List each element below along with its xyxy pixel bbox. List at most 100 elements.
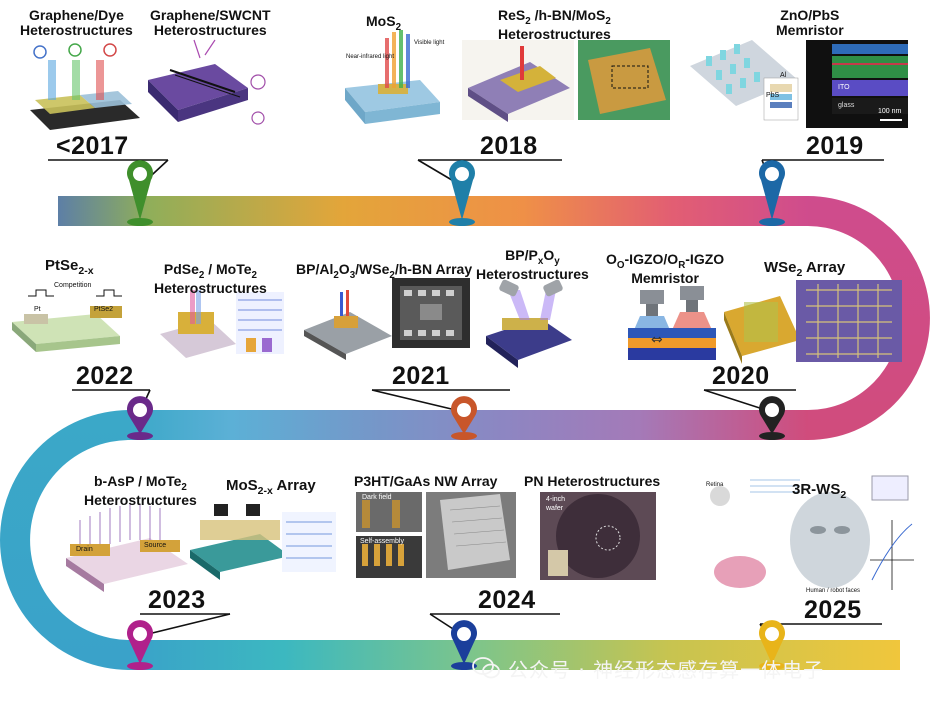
- ribbon-row-1: [58, 196, 808, 226]
- pin-2023: [127, 613, 231, 670]
- pin-base: [127, 218, 153, 226]
- year-pointer: [371, 389, 465, 413]
- inset-ito: ITO: [838, 84, 850, 91]
- pin-2021: [371, 389, 510, 440]
- bp-pxoy-figure: [486, 279, 572, 368]
- year-pointer: [139, 613, 231, 637]
- pin-hole: [765, 167, 779, 181]
- graphene-dye-figure: [30, 43, 140, 130]
- pin-hole: [457, 627, 471, 641]
- ws2-retina-figure: [694, 468, 920, 592]
- inset-source: Source: [144, 542, 167, 549]
- pin-hole: [455, 167, 469, 181]
- pin-base: [759, 218, 785, 226]
- svg-text:⇔: ⇔: [651, 332, 663, 348]
- pin-hole: [133, 627, 147, 641]
- inset-near-ir: Near-infrared light: [346, 54, 395, 60]
- label-bp-al2o3: BP/Al2O3/WSe2/h-BN Array: [296, 261, 473, 281]
- pin-base: [127, 432, 153, 440]
- label-3r-ws2: 3R-WS2: [792, 481, 847, 501]
- label-igzo: OO-IGZO/OR-IGZO Memristor: [606, 251, 725, 287]
- pin-marker: [127, 620, 153, 664]
- inset-100nm: 100 nm: [878, 108, 902, 115]
- year-2024: 2024: [478, 586, 536, 614]
- mos2-device-figure: [345, 30, 440, 124]
- pin-marker: [451, 620, 477, 664]
- year-2018: 2018: [480, 132, 538, 160]
- watermark-text: 公众号 · 神经形态感存算一体电子: [508, 657, 825, 682]
- pin-hole: [133, 167, 147, 181]
- label-res2-hbn-mos2: ReS2 /h-BN/MoS2 Heterostructures: [498, 7, 611, 43]
- label-pdse2-mote2: PdSe2 / MoTe2 Heterostructures: [154, 261, 267, 297]
- label-bp-pxoy: BP/PxOy Heterostructures: [476, 247, 589, 283]
- wechat-icon: [472, 657, 500, 679]
- pin-2019: [759, 159, 884, 226]
- pin-hole: [765, 403, 779, 417]
- pdse2-mote2-figure: [160, 290, 284, 358]
- inset-pt: Pt: [34, 306, 41, 313]
- label-wse2-array: WSe2 Array: [764, 259, 846, 279]
- pin-lt2017: [48, 159, 169, 226]
- year-2022: 2022: [76, 362, 134, 390]
- year-2020: 2020: [712, 362, 770, 390]
- inset-glass: glass: [838, 102, 855, 109]
- p3ht-gaas-figure: [356, 492, 516, 578]
- pin-marker: [759, 620, 785, 664]
- inset-retina: Retina: [706, 482, 724, 488]
- year-2025: 2025: [804, 596, 862, 624]
- year-2021: 2021: [392, 362, 450, 390]
- inset-al: Al: [780, 72, 787, 79]
- inset-4inch: 4-inch: [546, 496, 566, 503]
- pin-base: [127, 662, 153, 670]
- wse2-array-figure: [724, 280, 902, 364]
- inset-dark-field: Dark field: [362, 494, 392, 501]
- pin-base: [449, 218, 475, 226]
- pin-base: [451, 432, 477, 440]
- label-p3ht-gaas: P3HT/GaAs NW Array: [354, 473, 498, 489]
- res2-hbn-mos2-figure: [462, 40, 670, 122]
- label-pn: PN Heterostructures: [524, 473, 661, 489]
- pin-2022: [72, 389, 153, 440]
- inset-ptse2: PtSe2: [94, 306, 114, 313]
- bp-al2o3-wse2-figure: [304, 278, 470, 360]
- igzo-memristor-figure: ⇔: [628, 286, 716, 360]
- inset-visible: Visible light: [414, 40, 445, 46]
- year-pins: [48, 159, 884, 670]
- pin-hole: [765, 627, 779, 641]
- label-ptse2: PtSe2-x: [45, 257, 94, 277]
- inset-drain: Drain: [76, 546, 93, 553]
- inset-competition: Competition: [54, 282, 92, 289]
- pin-hole: [457, 403, 471, 417]
- pin-base: [759, 432, 785, 440]
- label-mos2x-array: MoS2-x Array: [226, 477, 316, 497]
- graphene-swcnt-figure: [148, 39, 266, 125]
- mos2x-array-figure: [190, 504, 336, 580]
- label-mos2: MoS2: [366, 13, 402, 33]
- inset-wafer: wafer: [546, 505, 564, 512]
- year-2019: 2019: [806, 132, 864, 160]
- ptse2-figure: [12, 289, 122, 352]
- inset-faces: Human / robot faces: [806, 588, 861, 594]
- pin-base: [451, 662, 477, 670]
- basp-mote2-figure: [66, 504, 188, 592]
- label-graphene-swcnt: Graphene/SWCNT Heterostructures: [150, 7, 271, 38]
- ribbon-arc-right: [808, 196, 930, 440]
- label-zno-pbs: ZnO/PbS Memristor: [776, 7, 844, 38]
- watermark: 公众号 · 神经形态感存算一体电子: [472, 652, 912, 684]
- pin-base: [759, 662, 785, 670]
- year-lt2017: <2017: [56, 132, 129, 160]
- pin-2025: [759, 620, 882, 670]
- label-graphene-dye: Graphene/Dye Heterostructures: [20, 7, 133, 38]
- ribbon-arc-left: [0, 410, 130, 670]
- pin-2024: [429, 613, 560, 670]
- pin-2020: [703, 389, 796, 440]
- pin-hole: [133, 403, 147, 417]
- zno-pbs-memristor-figure: [690, 40, 908, 128]
- inset-self-assembly: Self-assembly: [360, 538, 404, 545]
- year-2023: 2023: [148, 586, 206, 614]
- label-basp-mote2: b-AsP / MoTe2 Heterostructures: [84, 473, 197, 509]
- pin-2018: [417, 159, 562, 226]
- pn-wafer-figure: [540, 492, 656, 580]
- inset-pbs: PbS: [766, 92, 780, 99]
